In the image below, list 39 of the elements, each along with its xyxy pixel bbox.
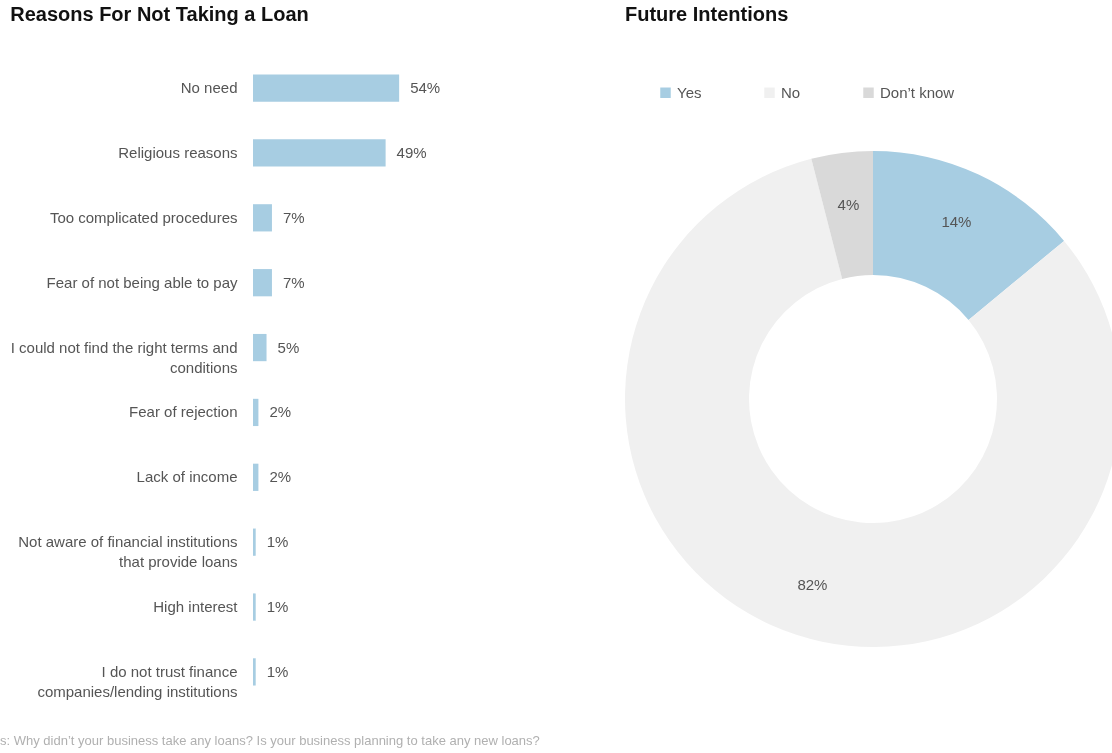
legend-label: No [781,83,801,101]
data-label: 1% [266,662,289,680]
bar [253,74,400,102]
legend-label: Don’t know [880,83,955,101]
text: s: Why didn’t your business take any loans? Is your business planning to take any new loans? [0,733,540,748]
legend-label: Yes [677,83,702,101]
data-label: 5% [277,338,300,356]
y-tick-label: Not aware of financial institutions that provide loans [18,533,238,571]
data-label: 2% [269,403,292,421]
bar [253,204,272,232]
bar [253,333,267,362]
data-label: 82% [797,576,828,594]
y-tick-label: Too complicated procedures [49,208,238,226]
data-label: 1% [266,598,289,616]
y-tick-label: I could not find the right terms and conditions [10,338,238,376]
bar [253,269,272,297]
chart-title: Reasons For Not Taking a Loan [10,3,309,25]
y-tick-label: Religious reasons [118,143,238,161]
y-tick-label: High interest [153,598,239,616]
bar [253,528,256,556]
data-label: 1% [266,533,289,551]
data-label: 4% [837,195,860,213]
y-tick-label: Fear of not being able to pay [46,273,238,291]
data-label: 7% [282,273,305,291]
bar [253,658,256,686]
y-tick-label: Lack of income [136,468,238,486]
bar [253,593,256,621]
bar [253,139,386,167]
data-label: 54% [410,79,441,97]
y-tick-label: No need [180,79,238,97]
y-tick-label: Fear of rejection [129,403,238,421]
data-label: 2% [269,468,292,486]
data-label: 14% [941,212,972,230]
data-label: 49% [396,143,427,161]
y-tick-label: I do not trust finance companies/lending institutions [37,662,238,700]
chart-title: Future Intentions [625,3,789,25]
data-label: 7% [282,208,305,226]
bar [253,398,259,427]
bar [253,463,259,491]
